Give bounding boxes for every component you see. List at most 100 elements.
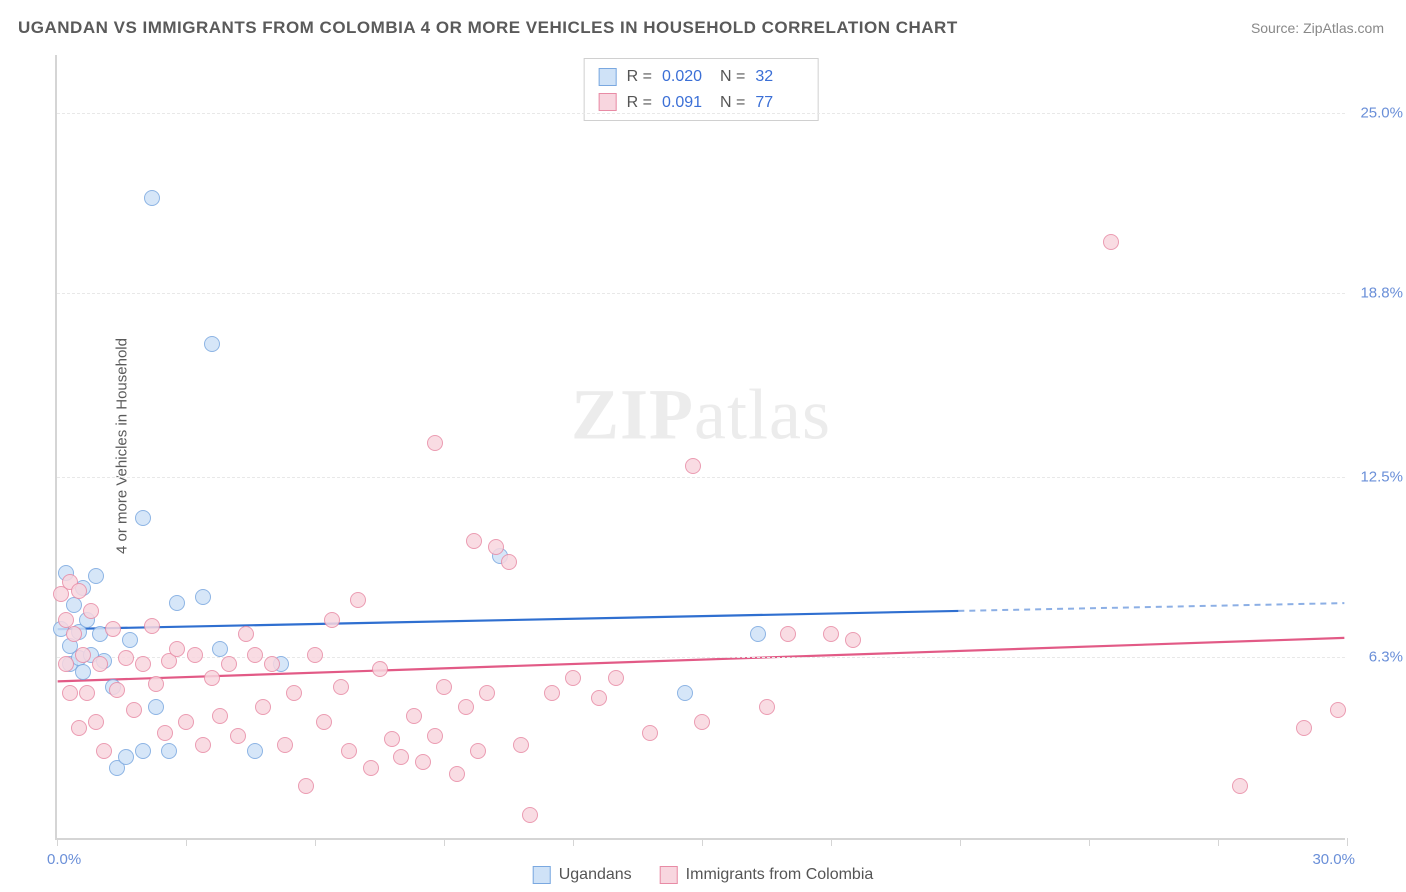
legend-label-ugandans: Ugandans <box>559 866 632 884</box>
data-point <box>513 737 529 753</box>
y-tick-label: 12.5% <box>1360 468 1403 485</box>
data-point <box>479 685 495 701</box>
data-point <box>58 656 74 672</box>
gridline <box>57 113 1345 114</box>
gridline <box>57 477 1345 478</box>
data-point <box>298 778 314 794</box>
data-point <box>71 720 87 736</box>
x-tick <box>186 838 187 846</box>
data-point <box>238 626 254 642</box>
r-value-colombia: 0.091 <box>662 90 710 116</box>
chart-title: UGANDAN VS IMMIGRANTS FROM COLOMBIA 4 OR… <box>18 18 958 38</box>
data-point <box>341 743 357 759</box>
data-point <box>169 641 185 657</box>
data-point <box>333 679 349 695</box>
data-point <box>415 754 431 770</box>
watermark-zip: ZIP <box>571 375 694 455</box>
legend-swatch-ugandans <box>533 866 551 884</box>
legend-label-colombia: Immigrants from Colombia <box>686 866 874 884</box>
x-tick <box>702 838 703 846</box>
data-point <box>350 592 366 608</box>
data-point <box>109 682 125 698</box>
data-point <box>66 626 82 642</box>
x-tick <box>444 838 445 846</box>
data-point <box>1296 720 1312 736</box>
data-point <box>316 714 332 730</box>
x-tick <box>315 838 316 846</box>
data-point <box>58 612 74 628</box>
data-point <box>204 670 220 686</box>
x-tick <box>573 838 574 846</box>
data-point <box>157 725 173 741</box>
data-point <box>79 685 95 701</box>
data-point <box>118 749 134 765</box>
x-axis-max-label: 30.0% <box>1312 851 1355 868</box>
data-point <box>187 647 203 663</box>
data-point <box>144 190 160 206</box>
data-point <box>470 743 486 759</box>
x-tick <box>960 838 961 846</box>
data-point <box>135 656 151 672</box>
correlation-chart: UGANDAN VS IMMIGRANTS FROM COLOMBIA 4 OR… <box>0 0 1406 892</box>
data-point <box>75 647 91 663</box>
data-point <box>845 632 861 648</box>
data-point <box>565 670 581 686</box>
data-point <box>62 685 78 701</box>
data-point <box>277 737 293 753</box>
data-point <box>148 699 164 715</box>
data-point <box>92 656 108 672</box>
data-point <box>118 650 134 666</box>
stats-row-colombia: R = 0.091 N = 77 <box>599 90 804 116</box>
y-tick-label: 25.0% <box>1360 105 1403 122</box>
x-tick <box>1218 838 1219 846</box>
x-tick <box>831 838 832 846</box>
bottom-legend: Ugandans Immigrants from Colombia <box>533 866 874 884</box>
data-point <box>96 743 112 759</box>
r-value-ugandans: 0.020 <box>662 64 710 90</box>
data-point <box>406 708 422 724</box>
data-point <box>642 725 658 741</box>
data-point <box>144 618 160 634</box>
data-point <box>608 670 624 686</box>
data-point <box>122 632 138 648</box>
data-point <box>1330 702 1346 718</box>
legend-item-colombia: Immigrants from Colombia <box>660 866 874 884</box>
data-point <box>780 626 796 642</box>
data-point <box>372 661 388 677</box>
trend-line-extrapolated <box>958 603 1344 611</box>
n-label: N = <box>720 64 745 90</box>
n-label: N = <box>720 90 745 116</box>
data-point <box>694 714 710 730</box>
data-point <box>591 690 607 706</box>
data-point <box>83 603 99 619</box>
chart-source: Source: ZipAtlas.com <box>1251 20 1384 36</box>
data-point <box>264 656 280 672</box>
data-point <box>195 589 211 605</box>
x-axis-min-label: 0.0% <box>47 851 81 868</box>
data-point <box>126 702 142 718</box>
data-point <box>221 656 237 672</box>
data-point <box>307 647 323 663</box>
stats-legend: R = 0.020 N = 32 R = 0.091 N = 77 <box>584 58 819 121</box>
data-point <box>324 612 340 628</box>
data-point <box>178 714 194 730</box>
n-value-ugandans: 32 <box>755 64 803 90</box>
data-point <box>286 685 302 701</box>
data-point <box>427 728 443 744</box>
y-tick-label: 6.3% <box>1369 648 1403 665</box>
data-point <box>1103 234 1119 250</box>
data-point <box>544 685 560 701</box>
data-point <box>88 568 104 584</box>
data-point <box>488 539 504 555</box>
data-point <box>384 731 400 747</box>
x-tick <box>57 838 58 846</box>
data-point <box>750 626 766 642</box>
data-point <box>363 760 379 776</box>
data-point <box>195 737 211 753</box>
data-point <box>212 708 228 724</box>
data-point <box>105 621 121 637</box>
data-point <box>88 714 104 730</box>
data-point <box>169 595 185 611</box>
data-point <box>66 597 82 613</box>
data-point <box>458 699 474 715</box>
